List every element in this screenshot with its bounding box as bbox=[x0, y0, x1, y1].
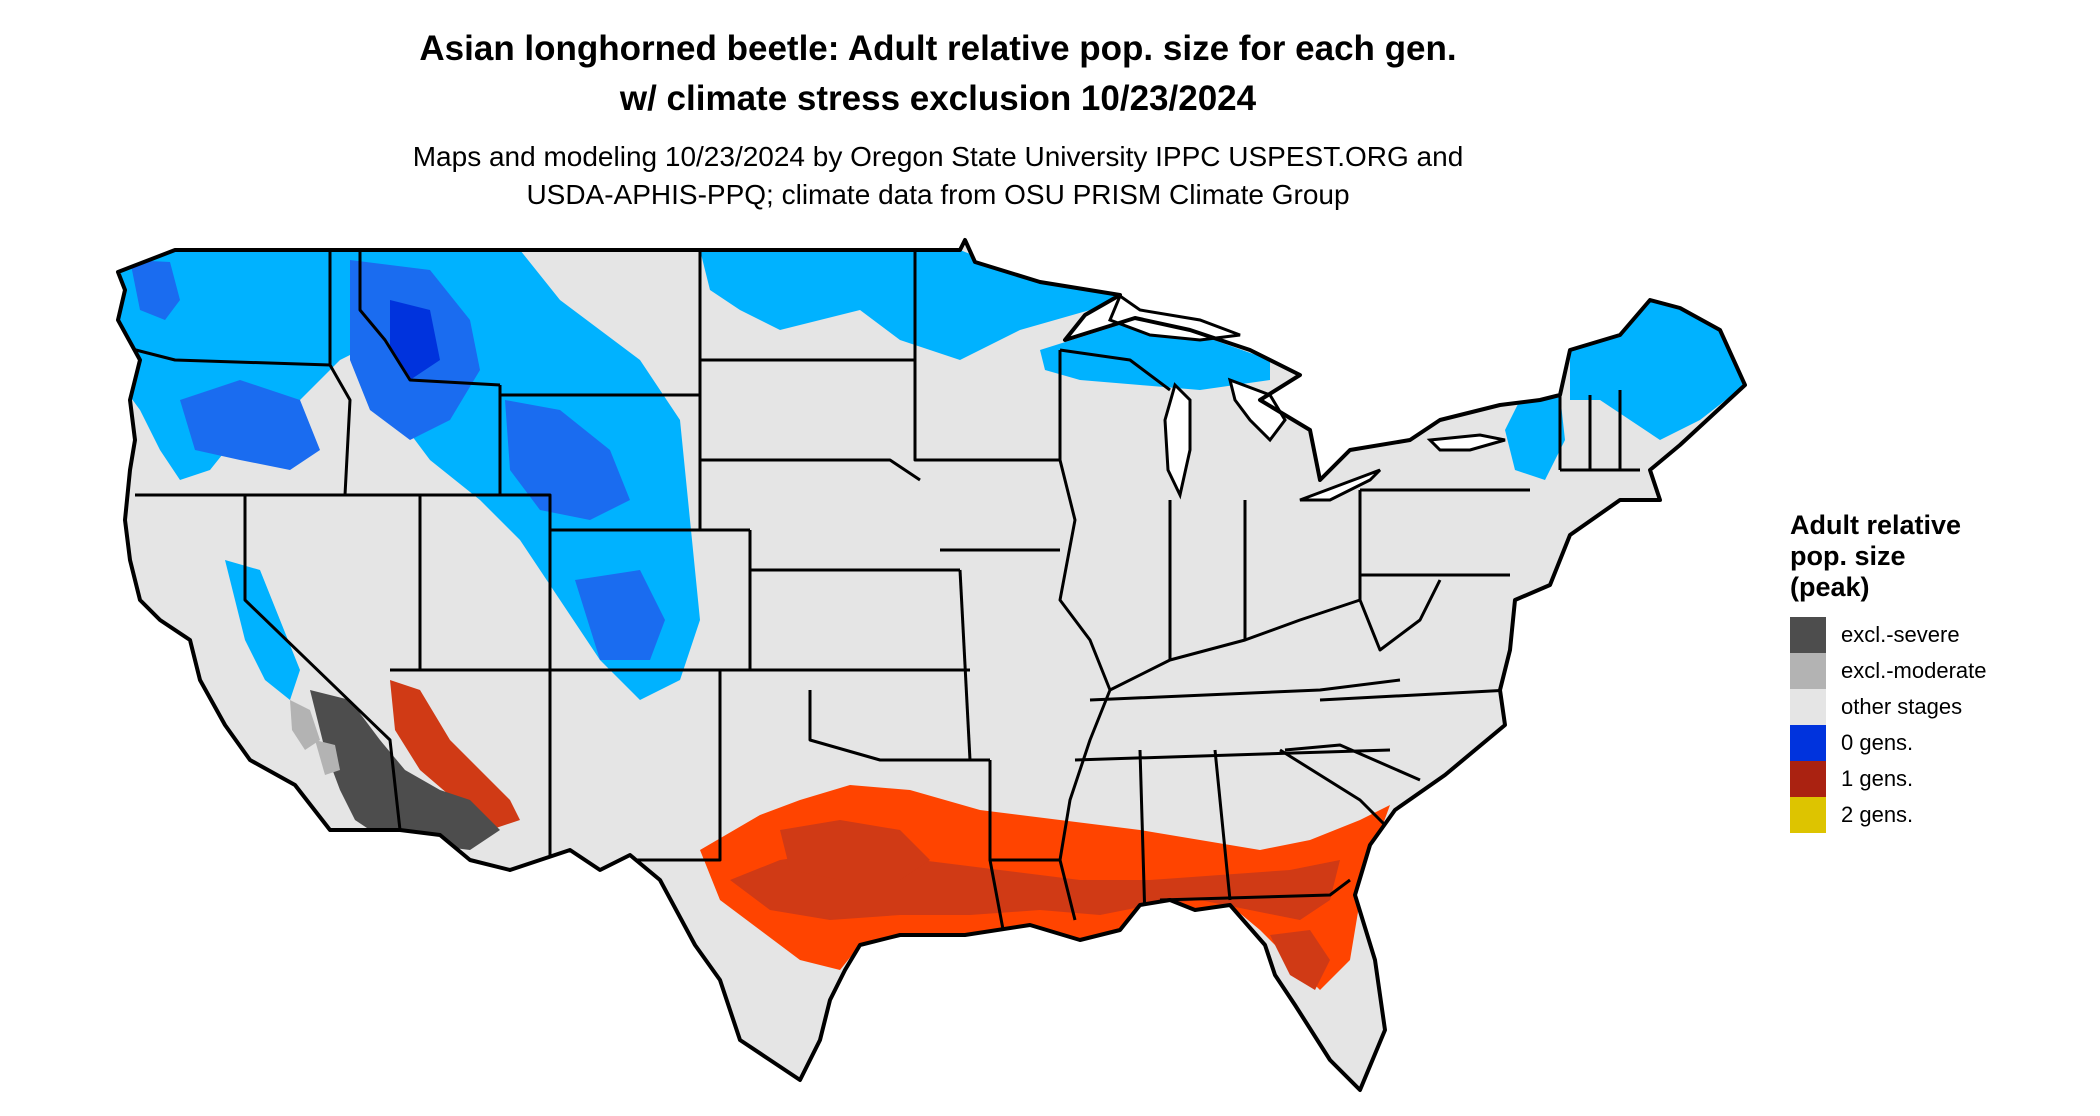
border-va-nc bbox=[1319, 688, 1511, 702]
border-ohio-river bbox=[1109, 598, 1361, 692]
border-mo-west bbox=[958, 569, 972, 761]
legend-swatch bbox=[1790, 797, 1826, 833]
zone-0gens-maine bbox=[1570, 300, 1745, 440]
legend-item-excl-moderate: excl.-moderate bbox=[1790, 653, 2080, 689]
legend-swatch bbox=[1790, 689, 1826, 725]
border-nm-tx bbox=[620, 670, 722, 862]
legend: Adult relative pop. size (peak) excl.-se… bbox=[1790, 510, 2080, 833]
zone-0gens-wyoming-dark bbox=[505, 400, 630, 520]
zone-1gens-florida-west bbox=[1270, 930, 1330, 990]
border-ok-tx bbox=[808, 690, 990, 762]
legend-swatch bbox=[1790, 617, 1826, 653]
border-ca-nv bbox=[243, 495, 402, 831]
border-or-id bbox=[328, 364, 352, 496]
border-id-mt bbox=[358, 250, 501, 387]
legend-item-other-stages: other stages bbox=[1790, 689, 2080, 725]
border-wa-or bbox=[127, 346, 331, 367]
border-fl-north bbox=[1159, 878, 1351, 902]
legend-title-line-1: Adult relative bbox=[1790, 510, 1962, 540]
border-mn-sd-ia bbox=[913, 250, 1060, 462]
legend-title-line-2: pop. size bbox=[1790, 541, 1906, 571]
model-overlay bbox=[118, 250, 1745, 990]
border-ms-al bbox=[1138, 749, 1147, 921]
zone-0gens-nd-mn bbox=[700, 250, 1120, 360]
zone-0gens-cascades-dark bbox=[130, 260, 180, 320]
legend-label: 0 gens. bbox=[1841, 730, 1914, 755]
border-ne-states bbox=[1560, 390, 1640, 472]
legend-label: 1 gens. bbox=[1841, 766, 1914, 791]
legend-item-excl-severe: excl.-severe bbox=[1790, 617, 2080, 653]
lake-erie bbox=[1299, 468, 1382, 502]
state-borders bbox=[127, 250, 1640, 941]
lake-michigan bbox=[1163, 382, 1192, 500]
zone-0gens-michigan-up bbox=[1040, 320, 1270, 390]
zone-0gens-blue-mtns bbox=[180, 380, 320, 470]
legend-item-2-gens: 2 gens. bbox=[1790, 797, 2080, 833]
great-lakes bbox=[1108, 293, 1506, 502]
legend-swatch bbox=[1790, 761, 1826, 797]
border-tx-la bbox=[988, 859, 1007, 941]
border-ky-tn bbox=[1089, 678, 1401, 702]
map-subtitle-line-2: USDA-APHIS-PPQ; climate data from OSU PR… bbox=[526, 179, 1350, 210]
lake-ontario bbox=[1426, 433, 1506, 452]
border-wi-mi bbox=[1059, 348, 1171, 392]
legend-swatch bbox=[1790, 725, 1826, 761]
zone-0gens-idaho-core bbox=[390, 300, 440, 380]
legend-label: excl.-severe bbox=[1841, 622, 1960, 647]
legend-item-1-gens: 1 gens. bbox=[1790, 761, 2080, 797]
legend-item-0-gens: 0 gens. bbox=[1790, 725, 2080, 761]
zone-0gens-colorado-dark bbox=[575, 570, 665, 660]
zone-1gens-desert bbox=[390, 680, 520, 830]
zone-1gens-texas-center bbox=[780, 820, 930, 880]
zone-excl-moderate-valley bbox=[290, 700, 320, 750]
legend-label: other stages bbox=[1841, 694, 1963, 719]
legend-title: Adult relative pop. size (peak) bbox=[1790, 510, 2080, 603]
border-tn-south bbox=[1074, 748, 1391, 762]
border-wy-ut-co bbox=[500, 493, 750, 532]
border-sd-ne bbox=[700, 458, 921, 482]
zone-excl-severe-desert bbox=[310, 690, 500, 850]
zone-excl-moderate-salton bbox=[315, 740, 340, 775]
map-title-line-2: w/ climate stress exclusion 10/23/2024 bbox=[619, 79, 1257, 118]
legend-label: excl.-moderate bbox=[1841, 658, 1987, 683]
border-va-wv bbox=[1358, 579, 1442, 652]
border-al-ga bbox=[1213, 749, 1232, 901]
map-title-line-1: Asian longhorned beetle: Adult relative … bbox=[419, 29, 1457, 68]
border-mississippi bbox=[1058, 350, 1112, 921]
map-subtitle-line-1: Maps and modeling 10/23/2024 by Oregon S… bbox=[412, 141, 1464, 172]
legend-title-line-3: (peak) bbox=[1790, 572, 1870, 602]
border-nc-sc bbox=[1284, 743, 1421, 782]
legend-swatch bbox=[1790, 653, 1826, 689]
legend-label: 2 gens. bbox=[1841, 802, 1914, 827]
subtitle-block: Maps and modeling 10/23/2024 by Oregon S… bbox=[0, 138, 1876, 214]
zone-0gens-ny-adirondacks bbox=[1505, 395, 1565, 480]
title-block: Asian longhorned beetle: Adult relative … bbox=[0, 24, 1876, 214]
